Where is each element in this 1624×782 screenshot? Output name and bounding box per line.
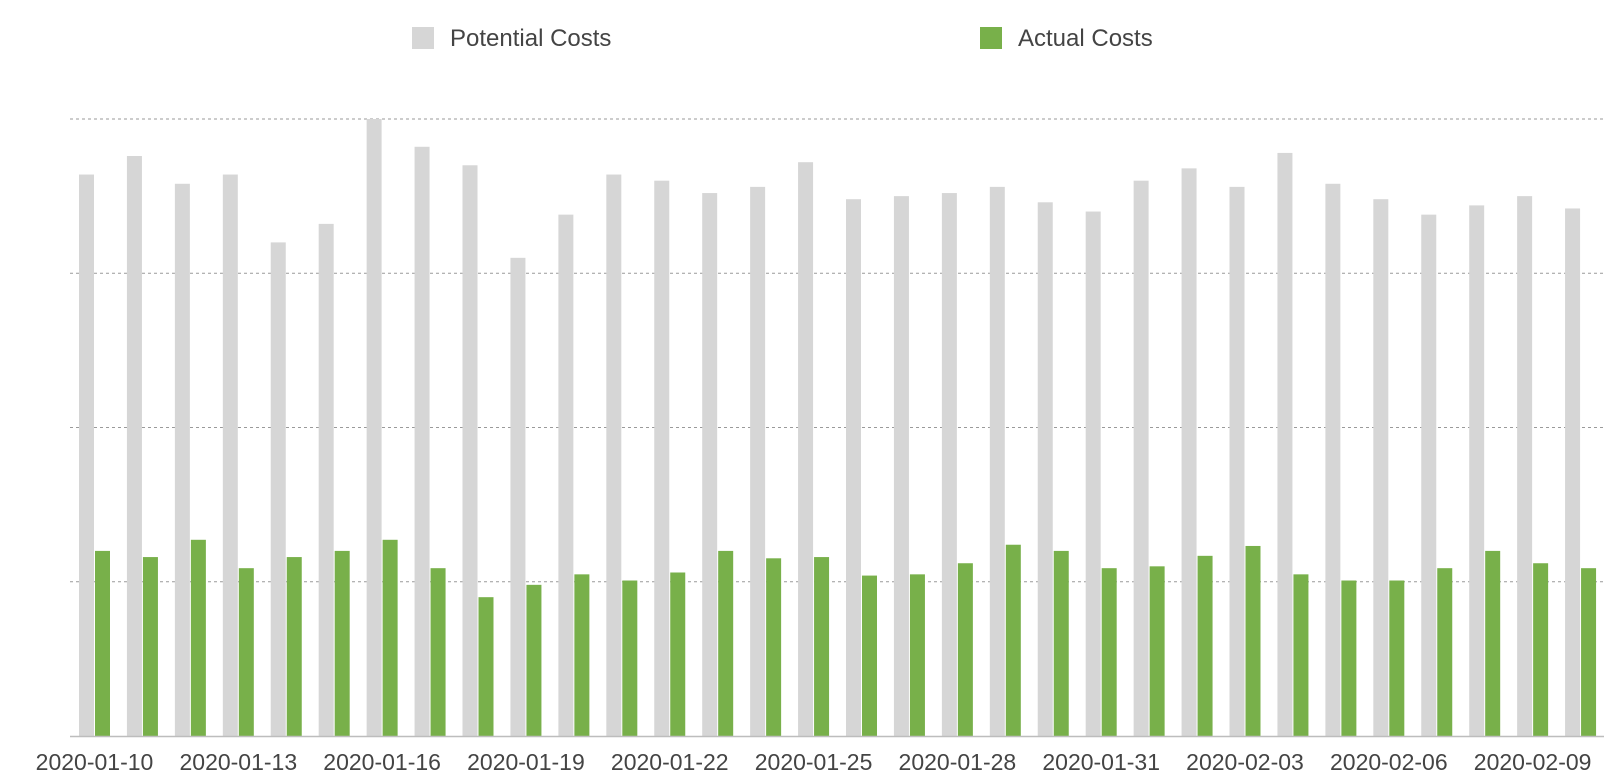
actual-costs-bar [190,539,206,736]
potential-costs-bar [1517,196,1533,736]
potential-costs-bar [702,193,718,737]
potential-costs-bar [1133,180,1149,736]
bars [79,119,1597,737]
actual-costs-bar [1053,550,1069,736]
actual-costs-bar [670,572,686,736]
actual-costs-bar [526,584,542,736]
potential-costs-bar [606,174,622,736]
x-tick-label: 2020-01-22 [611,749,729,775]
potential-costs-bar [1325,183,1341,736]
actual-costs-bar [1149,566,1165,736]
potential-costs-bar [366,119,382,736]
actual-costs-bar [1005,544,1021,736]
actual-costs-bar [862,575,877,736]
potential-costs-bar [1229,186,1245,736]
actual-costs-bar [814,557,830,736]
actual-costs-bar [1533,563,1549,736]
potential-costs-bar [79,174,94,736]
x-tick-label: 2020-01-25 [755,749,873,775]
actual-costs-bar [238,568,254,736]
actual-costs-bar [718,550,734,736]
x-tick-label: 2020-01-16 [323,749,441,775]
potential-costs-bar [174,183,190,736]
x-tick-label: 2020-01-31 [1042,749,1160,775]
actual-costs-bar [430,568,446,736]
potential-costs-bar [846,199,861,736]
x-tick-label: 2020-02-03 [1186,749,1304,775]
actual-costs-bar [1197,555,1213,736]
potential-costs-bar [318,223,334,736]
potential-costs-bar [558,214,574,736]
potential-costs-bar [462,165,478,736]
actual-costs-bar [1245,545,1261,736]
potential-costs-bar [270,242,286,736]
potential-costs-bar [222,174,238,736]
actual-costs-bar [1101,568,1117,736]
potential-costs-bar [1565,208,1581,737]
x-tick-label: 2020-01-19 [467,749,585,775]
actual-costs-bar [1341,580,1357,736]
potential-costs-bar [654,180,670,736]
potential-costs-bar [893,196,909,736]
legend: Potential Costs Actual Costs [412,25,1153,52]
actual-costs-bar [574,574,590,736]
legend-swatch [412,27,434,49]
actual-costs-bar [142,557,158,736]
actual-costs-bar [1389,580,1405,736]
x-tick-label: 2020-01-28 [899,749,1017,775]
actual-costs-bar [957,563,973,736]
potential-costs-bar [1181,168,1197,737]
x-tick-label: 2020-02-09 [1474,749,1592,775]
actual-costs-bar [382,539,398,736]
x-tick-label: 2020-01-13 [179,749,297,775]
potential-costs-bar [989,186,1005,736]
actual-costs-bar [622,580,638,736]
actual-costs-bar [1437,568,1453,736]
potential-costs-bar [1277,152,1293,736]
actual-costs-bar [1293,574,1309,736]
potential-costs-bar [750,186,766,736]
potential-costs-bar [1469,205,1485,736]
potential-costs-bar [510,257,526,736]
x-axis: 2020-01-10 2020-01-13 2020-01-16 2020-01-19… [36,735,1604,775]
potential-costs-bar [126,156,142,736]
potential-costs-bar [414,146,430,736]
legend-label: Potential Costs [450,25,611,52]
actual-costs-bar [334,550,350,736]
actual-costs-bar [95,550,110,736]
actual-costs-bar [909,574,925,736]
actual-costs-bar [1485,550,1501,736]
legend-swatch [980,27,1002,49]
actual-costs-bar [1581,568,1597,736]
x-tick-label: 2020-01-10 [36,749,154,775]
potential-costs-bar [941,193,957,737]
potential-costs-bar [1373,199,1389,736]
x-tick-label: 2020-02-06 [1330,749,1448,775]
actual-costs-bar [478,597,494,736]
actual-costs-bar [766,558,782,736]
potential-costs-bar [1421,214,1437,736]
potential-costs-bar [798,162,814,736]
potential-costs-bar [1085,211,1101,737]
actual-costs-bar [286,557,302,736]
legend-label: Actual Costs [1018,25,1153,52]
potential-costs-bar [1037,202,1053,737]
